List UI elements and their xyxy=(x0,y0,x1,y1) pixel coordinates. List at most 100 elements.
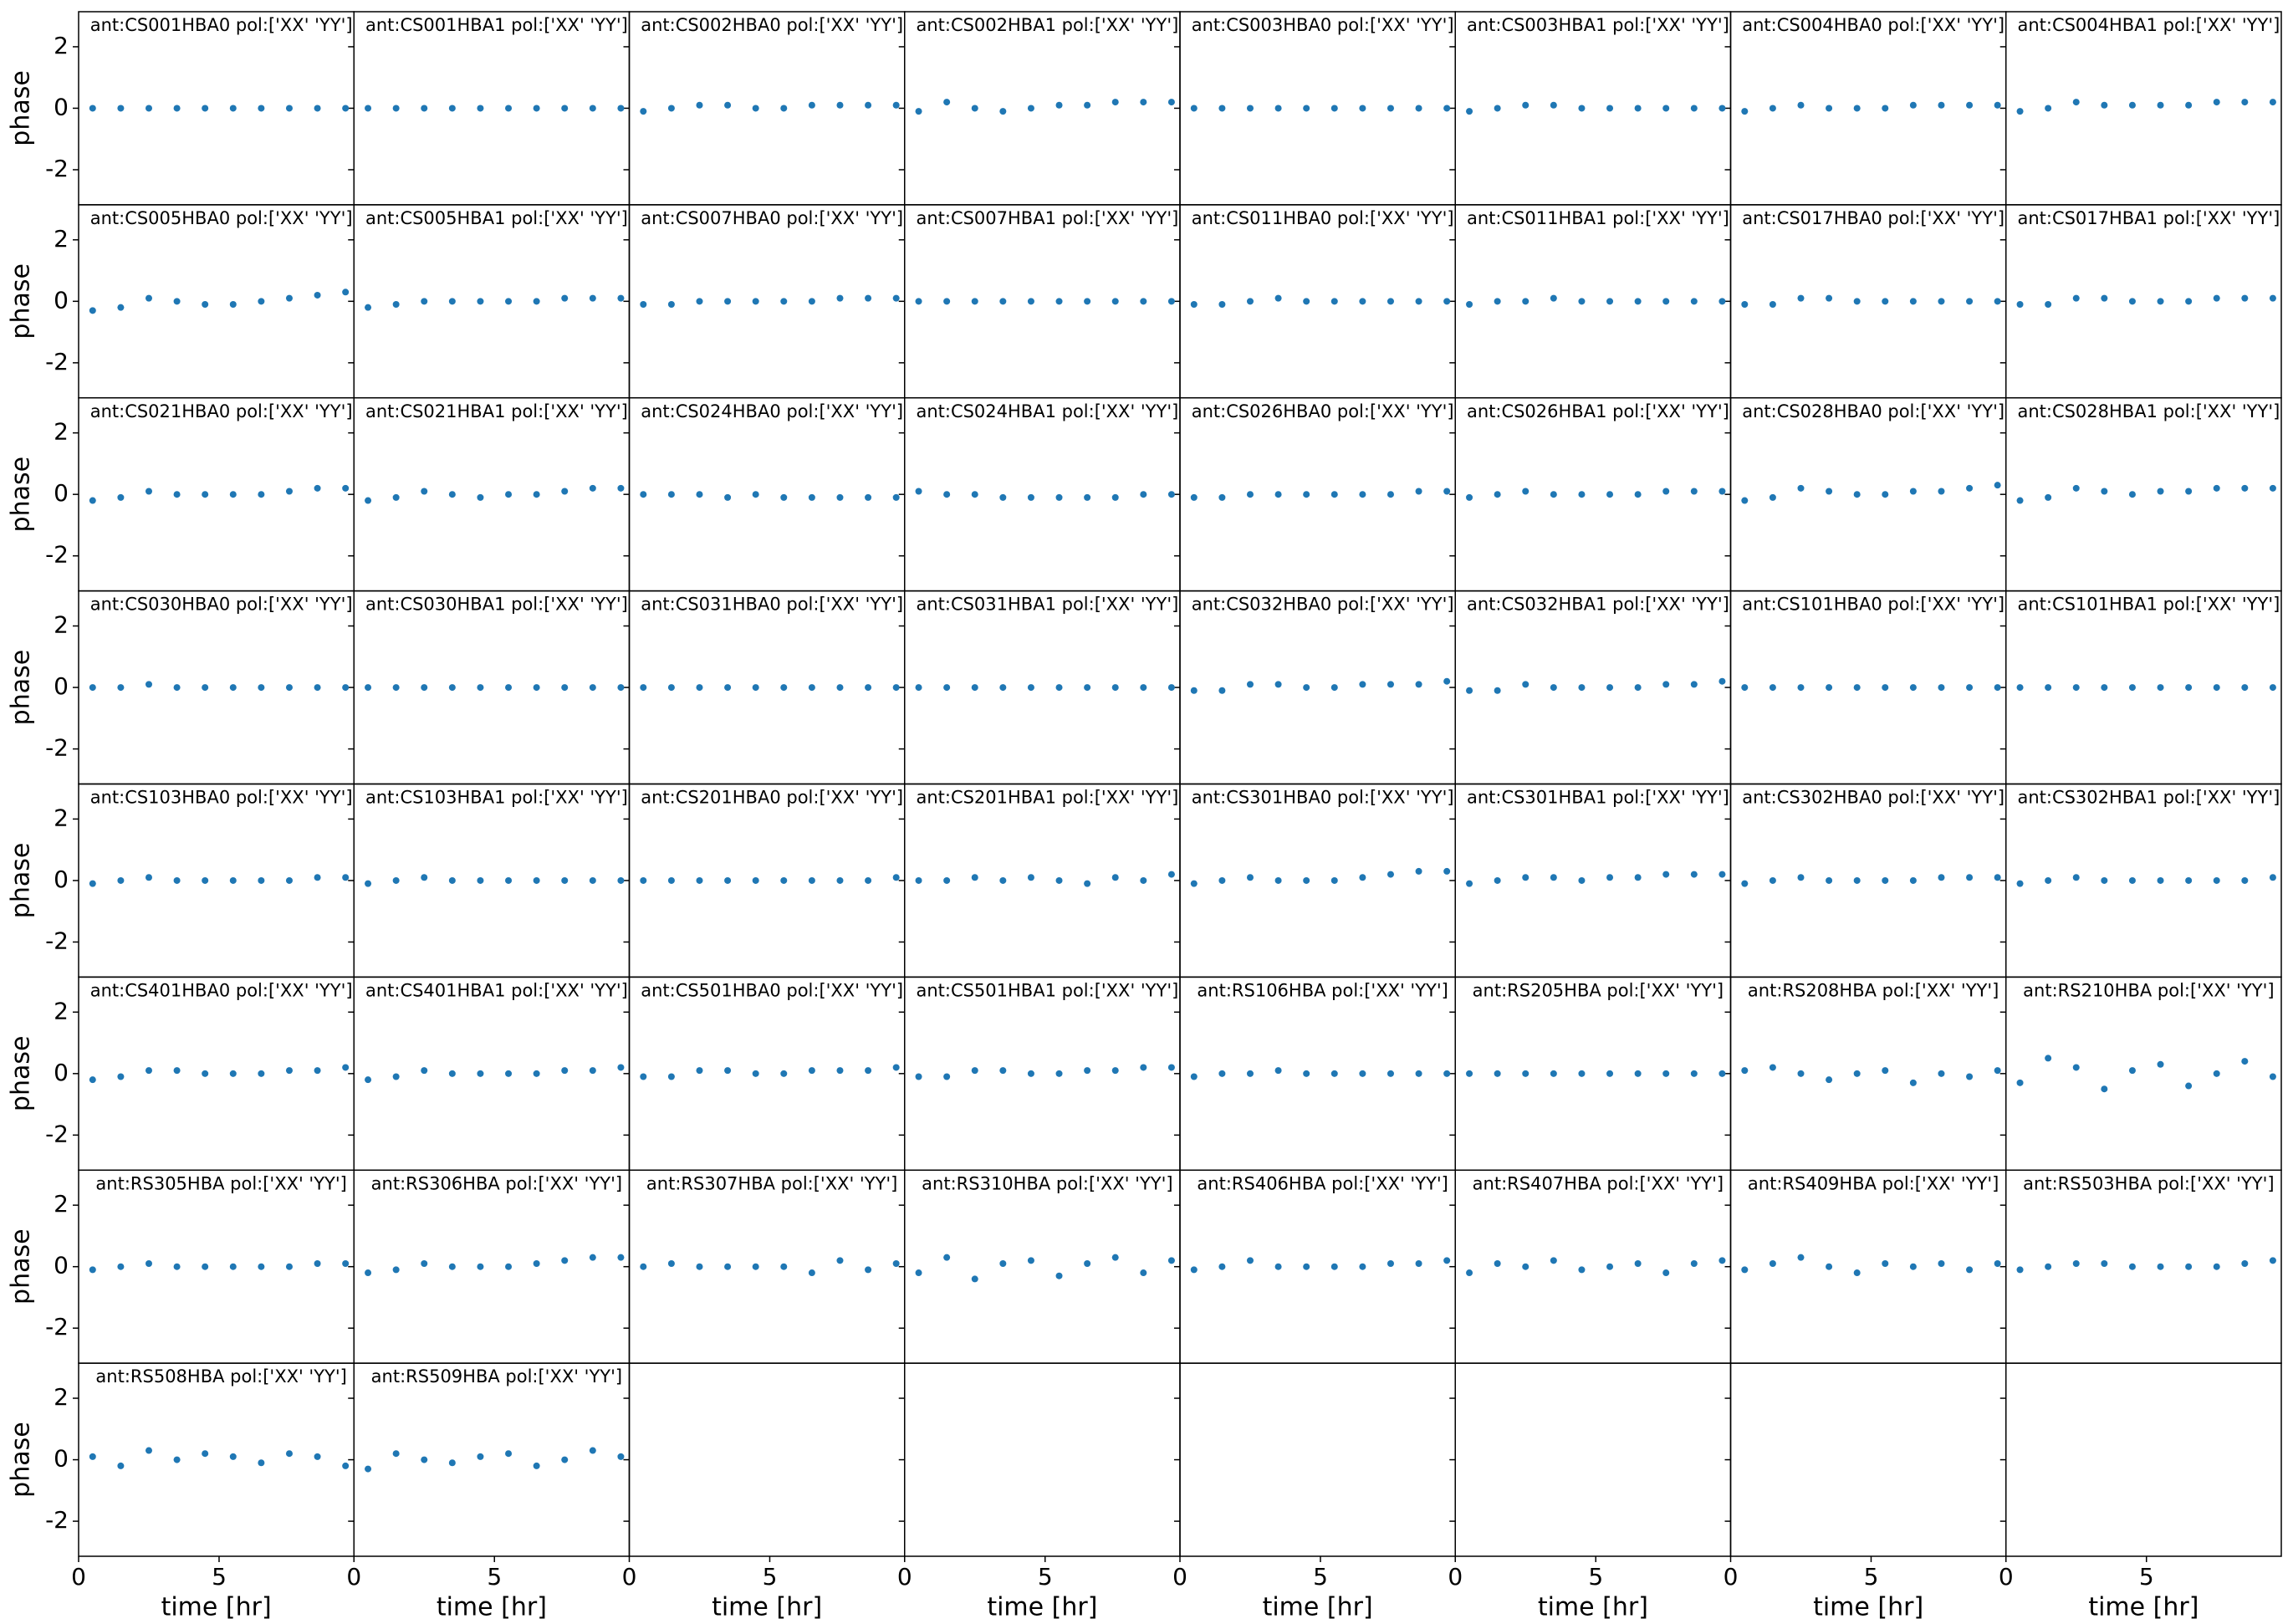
panel-title: ant:RS208HBA pol:['XX' 'YY'] xyxy=(1748,980,1999,1000)
phase-point xyxy=(1522,298,1530,305)
phase-point xyxy=(533,298,540,305)
panel-title: ant:RS503HBA pol:['XX' 'YY'] xyxy=(2023,1173,2274,1193)
phase-point xyxy=(2185,1263,2193,1270)
phase-point xyxy=(1522,1263,1530,1270)
phase-point xyxy=(533,1260,540,1268)
phase-point xyxy=(640,108,647,115)
phase-point xyxy=(1274,681,1282,688)
phase-point xyxy=(892,1064,900,1071)
phase-point xyxy=(89,307,96,314)
phase-point xyxy=(1826,1263,1833,1270)
phase-point xyxy=(999,108,1007,115)
phase-point xyxy=(342,484,350,492)
phase-point xyxy=(229,1453,237,1460)
phase-point xyxy=(1938,684,1945,692)
phase-point xyxy=(1769,1260,1776,1268)
phase-point xyxy=(1111,874,1119,881)
x-axis-label: time [hr] xyxy=(1813,1593,1923,1622)
phase-point xyxy=(117,1263,125,1270)
phase-point xyxy=(915,108,922,115)
y-axis-label: phase xyxy=(7,1036,36,1112)
phase-point xyxy=(392,684,400,692)
phase-point xyxy=(724,876,732,884)
phase-point xyxy=(1330,684,1338,692)
phase-point xyxy=(1550,491,1557,498)
phase-point xyxy=(1994,298,2001,305)
phase-point xyxy=(892,101,900,109)
phase-point xyxy=(1167,298,1175,305)
panel-title: ant:CS101HBA1 pol:['XX' 'YY'] xyxy=(2017,595,2280,615)
phase-point xyxy=(1769,105,1776,112)
phase-point xyxy=(1274,491,1282,498)
phase-point xyxy=(1140,684,1147,692)
phase-point xyxy=(1218,105,1226,112)
panel-title: ant:CS031HBA1 pol:['XX' 'YY'] xyxy=(916,595,1178,615)
phase-point xyxy=(1826,876,1833,884)
phase-point xyxy=(365,1076,372,1084)
phase-point xyxy=(2128,1263,2136,1270)
phase-point xyxy=(1274,1263,1282,1270)
panel-title: ant:CS030HBA1 pol:['XX' 'YY'] xyxy=(365,595,628,615)
y-tick-label: 2 xyxy=(54,997,69,1024)
phase-point xyxy=(1111,99,1119,106)
phase-point xyxy=(392,300,400,308)
phase-point xyxy=(365,684,372,692)
phase-point xyxy=(1741,880,1749,887)
phase-point xyxy=(392,876,400,884)
x-axis-label: time [hr] xyxy=(712,1593,822,1622)
phase-point xyxy=(999,493,1007,501)
phase-point xyxy=(808,1067,815,1075)
phase-point xyxy=(1084,298,1091,305)
phase-point xyxy=(477,493,484,501)
phase-point xyxy=(2128,876,2136,884)
phase-point xyxy=(1690,488,1698,495)
phase-point xyxy=(640,1263,647,1270)
panel-title: ant:RS306HBA pol:['XX' 'YY'] xyxy=(371,1173,622,1193)
phase-point xyxy=(1826,1076,1833,1084)
phase-point xyxy=(365,304,372,311)
phase-point xyxy=(1769,300,1776,308)
phase-point xyxy=(943,491,951,498)
phase-point xyxy=(2157,298,2164,305)
phase-point xyxy=(1578,298,1586,305)
phase-point xyxy=(836,1067,844,1075)
y-tick-label: -2 xyxy=(45,348,69,375)
y-tick-label: -2 xyxy=(45,541,69,569)
phase-point xyxy=(892,684,900,692)
phase-point xyxy=(1190,880,1198,887)
phase-point xyxy=(2045,105,2052,112)
phase-point xyxy=(1797,874,1805,881)
phase-point xyxy=(808,876,815,884)
y-tick-label: 0 xyxy=(54,479,69,507)
phase-point xyxy=(117,684,125,692)
phase-point xyxy=(421,298,428,305)
x-axis-label: time [hr] xyxy=(1263,1593,1373,1622)
phase-point xyxy=(1274,294,1282,302)
phase-point xyxy=(392,105,400,112)
phase-point xyxy=(1167,1064,1175,1071)
panel-title: ant:CS002HBA1 pol:['XX' 'YY'] xyxy=(916,15,1178,35)
phase-point xyxy=(1994,684,2001,692)
panel-title: ant:RS409HBA pol:['XX' 'YY'] xyxy=(1748,1173,1999,1193)
phase-point xyxy=(1550,874,1557,881)
phase-point xyxy=(1718,677,1726,685)
phase-point xyxy=(1443,1070,1451,1077)
phase-point xyxy=(2213,1070,2220,1077)
phase-point xyxy=(617,1064,625,1071)
phase-point xyxy=(285,294,293,302)
phase-point xyxy=(2213,484,2220,492)
phase-point xyxy=(173,684,181,692)
phase-point xyxy=(589,684,596,692)
phase-point xyxy=(667,105,675,112)
phase-point xyxy=(1634,1260,1642,1268)
phase-point xyxy=(1966,874,1974,881)
phase-point xyxy=(229,876,237,884)
panel-title: ant:CS201HBA1 pol:['XX' 'YY'] xyxy=(916,788,1178,808)
panel-title: ant:CS003HBA0 pol:['XX' 'YY'] xyxy=(1192,15,1454,35)
y-tick-label: 0 xyxy=(54,1059,69,1086)
phase-point xyxy=(1027,1257,1034,1264)
phase-point xyxy=(1690,1070,1698,1077)
panel-title: ant:CS007HBA1 pol:['XX' 'YY'] xyxy=(916,208,1178,228)
x-tick-label: 5 xyxy=(1038,1563,1053,1591)
phase-point xyxy=(2185,684,2193,692)
